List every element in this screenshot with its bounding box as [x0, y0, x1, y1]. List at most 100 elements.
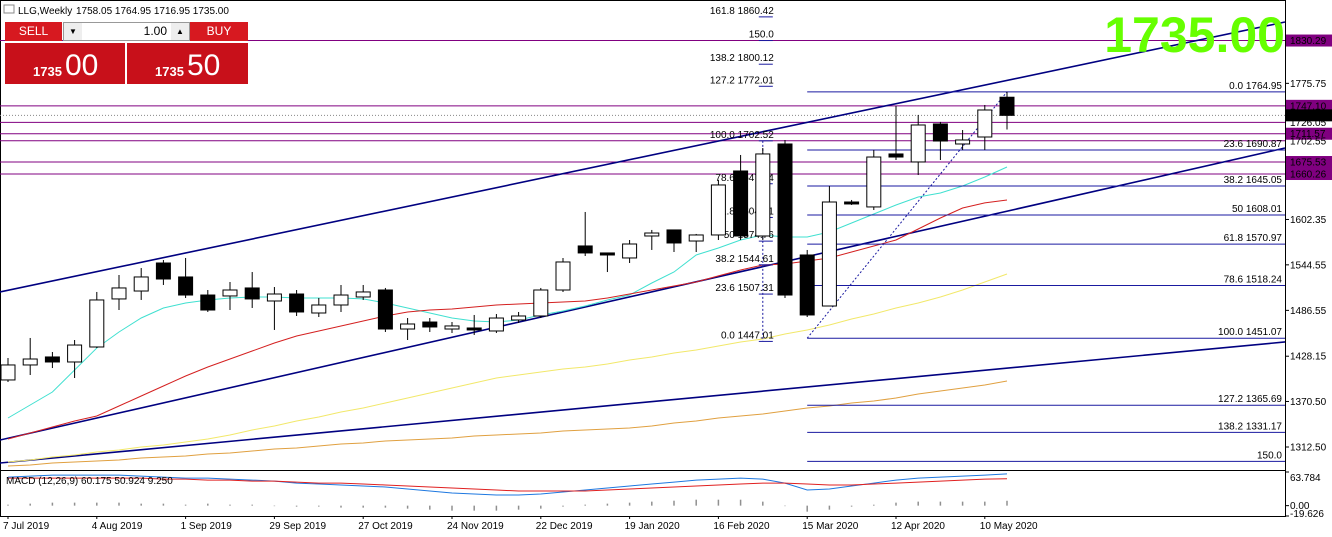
x-tick-label: 16 Feb 2020 [713, 521, 770, 532]
fib-level: 127.2 [710, 75, 735, 86]
lots-dropdown[interactable]: ▼ [64, 23, 82, 40]
fib-level: 0.0 [721, 330, 735, 341]
candle-body [266, 293, 282, 302]
trend-line [0, 21, 1286, 293]
candle-body [511, 315, 527, 321]
macd-histogram [873, 504, 875, 506]
macd-histogram [628, 502, 631, 506]
macd-histogram [73, 502, 76, 506]
fib-level: 50 [724, 230, 736, 241]
candle-body [644, 232, 660, 237]
candle-body [444, 325, 460, 330]
sell-button[interactable]: SELL [5, 22, 62, 41]
candle-body [89, 299, 105, 348]
fib-expansion-label: 0.0 1447.01 [721, 330, 774, 341]
fib-level: 150.0 [749, 30, 774, 41]
candle-body [577, 245, 593, 254]
x-tick-label: 7 Jul 2019 [3, 521, 50, 532]
y-tick-label: 1370.50 [1290, 397, 1327, 408]
candle-body [488, 317, 504, 332]
x-tick-label: 4 Aug 2019 [92, 521, 143, 532]
y-tick-label: 63.784 [1290, 473, 1321, 484]
sell-price[interactable]: 1735 00 [5, 43, 125, 84]
x-tick-label: 24 Nov 2019 [447, 521, 504, 532]
fib-level: 38.2 [715, 254, 735, 265]
fib-price: 1702.52 [738, 130, 775, 141]
y-tick-label: -19.626 [1290, 509, 1324, 520]
macd-line [8, 477, 1008, 492]
fib-price: 1331.17 [1246, 421, 1283, 432]
candle-body [400, 323, 416, 330]
sell-price-big: 1735 [33, 64, 62, 79]
fib-label: 138.2 1331.17 [1218, 421, 1282, 432]
x-tick-label: 10 May 2020 [980, 521, 1038, 532]
fib-anchor [806, 91, 1008, 339]
big-price: 1735.00 [1104, 7, 1285, 63]
fib-label: 23.6 1690.87 [1224, 139, 1283, 150]
y-tick-label: 1602.35 [1290, 215, 1327, 226]
candle-body [311, 304, 327, 314]
macd-histogram [7, 504, 9, 506]
fib-label: 61.8 1570.97 [1224, 233, 1283, 244]
candle-body [955, 139, 971, 145]
fib-expansion-label: 138.2 1800.12 [710, 53, 774, 64]
macd-histogram [140, 503, 142, 506]
candle-body [466, 327, 482, 331]
lots-up[interactable]: ▲ [171, 23, 189, 40]
candle-body [555, 261, 571, 291]
fib-level: 23.6 [715, 283, 735, 294]
buy-price[interactable]: 1735 50 [127, 43, 248, 84]
fib-price: 1860.42 [738, 6, 775, 17]
macd-histogram [828, 505, 831, 510]
fib-price: 1507.31 [738, 283, 775, 294]
fib-label: 0.0 1764.95 [1229, 81, 1282, 92]
level-label: 1660.26 [1290, 170, 1327, 181]
macd-histogram [540, 505, 542, 509]
level-box [1286, 156, 1332, 169]
macd-histogram [739, 499, 742, 506]
fib-price: 1608.01 [1246, 204, 1283, 215]
macd-line [7, 473, 1008, 496]
candle-body [155, 262, 171, 280]
sell-price-small: 00 [65, 49, 99, 82]
fib-price: 1570.97 [1246, 233, 1283, 244]
buy-price-big: 1735 [155, 64, 184, 79]
moving-average [7, 380, 1008, 467]
y-tick-label: 0.00 [1290, 501, 1310, 512]
candle-body [755, 153, 771, 237]
moving-average [7, 273, 1008, 463]
buy-button[interactable]: BUY [190, 22, 248, 41]
moving-average [7, 166, 1008, 419]
macd-histogram [295, 505, 298, 507]
candle-body [777, 143, 793, 296]
moving-average [7, 199, 1008, 440]
lots-value: 1.00 [143, 24, 167, 38]
candle-body [133, 276, 149, 292]
fib-price: 1764.95 [1246, 81, 1283, 92]
x-tick-label: 15 Mar 2020 [802, 521, 859, 532]
candle-body [622, 243, 638, 259]
macd-histogram [118, 502, 120, 506]
macd-title: MACD (12,26,9) 60.175 50.924 9.250 [6, 476, 173, 487]
macd-histogram [229, 504, 231, 506]
y-tick-label: 1486.55 [1290, 306, 1327, 317]
fib-label: 78.6 1518.24 [1224, 274, 1283, 285]
last-price-box [1286, 109, 1332, 122]
fib-price: 1800.12 [738, 53, 775, 64]
macd-histogram [429, 505, 431, 510]
macd-histogram [162, 503, 165, 506]
macd-histogram [495, 505, 498, 511]
fib-label: 100.0 1451.07 [1218, 327, 1282, 338]
level-box [1286, 34, 1332, 47]
x-tick-label: 1 Sep 2019 [181, 521, 233, 532]
y-tick-label: 1312.50 [1290, 442, 1327, 453]
lots-input[interactable]: ▼ 1.00 ▲ [63, 22, 190, 41]
fib-expansion-label: 150.0 [749, 30, 774, 41]
macd-histogram [939, 501, 942, 506]
macd-histogram [184, 504, 187, 506]
macd-histogram [51, 502, 54, 506]
candle-body [333, 294, 349, 306]
trade-panel: SELL ▼ 1.00 ▲ BUY 1735 00 1735 50 [5, 22, 248, 84]
macd-histogram [850, 505, 853, 507]
